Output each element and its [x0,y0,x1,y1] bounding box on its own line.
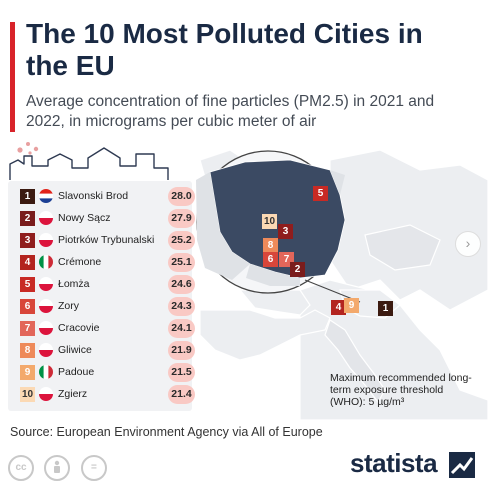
value-label: 21.5 [168,363,195,382]
map-marker: 5 [313,186,328,201]
table-row: 10 Zgierz 21.4 [8,384,195,406]
rank-badge: 6 [20,299,35,314]
flag-poland-icon [39,321,53,335]
rank-badge: 3 [20,233,35,248]
next-slide-button[interactable]: › [455,231,481,257]
city-name: Padoue [58,366,95,378]
flag-croatia-icon [39,189,53,203]
rank-badge: 7 [20,321,35,336]
flag-poland-icon [39,387,53,401]
map-marker: 10 [262,214,277,229]
rank-badge: 1 [20,189,35,204]
table-row: 9 Padoue 21.5 [8,362,195,384]
city-name: Slavonski Brod [58,190,129,202]
table-row: 5 Łomża 24.6 [8,274,195,296]
map-marker: 2 [290,262,305,277]
no-derivatives-icon[interactable]: = [80,455,107,481]
table-row: 2 Nowy Sącz 27.9 [8,208,195,230]
value-label: 28.0 [168,187,195,206]
skyline-illustration [9,142,169,180]
value-label: 24.6 [168,275,195,294]
who-threshold-note: Maximum recommended long-term exposure t… [330,372,472,408]
flag-poland-icon [39,211,53,225]
city-name: Cracovie [58,322,100,334]
value-label: 24.3 [168,297,195,316]
rank-badge: 4 [20,255,35,270]
rank-badge: 2 [20,211,35,226]
city-name: Piotrków Trybunalski [58,234,155,246]
statista-logo-text[interactable]: statista [350,448,438,478]
value-label: 24.1 [168,319,195,338]
attribution-icon[interactable] [44,455,71,481]
city-name: Zory [58,300,79,312]
city-name: Łomża [58,278,90,290]
statista-logo-icon [449,452,475,478]
flag-poland-icon [39,299,53,313]
table-row: 4 Crémone 25.1 [8,252,195,274]
value-label: 21.4 [168,385,195,404]
city-name: Gliwice [58,344,92,356]
value-label: 21.9 [168,341,195,360]
table-row: 8 Gliwice 21.9 [8,340,195,362]
ranking-table: 1 Slavonski Brod 28.0 2 Nowy Sącz 27.9 3… [8,181,195,411]
flag-poland-icon [39,343,53,357]
city-name: Nowy Sącz [58,212,111,224]
city-name: Zgierz [58,388,88,400]
flag-italy-icon [39,255,53,269]
table-row: 1 Slavonski Brod 28.0 [8,186,195,208]
flag-poland-icon [39,233,53,247]
value-label: 25.1 [168,253,195,272]
map-marker: 6 [263,252,278,267]
table-row: 3 Piotrków Trybunalski 25.2 [8,230,195,252]
rank-badge: 9 [20,365,35,380]
map-marker: 3 [278,224,293,239]
city-name: Crémone [58,256,102,268]
source-note: Source: European Environment Agency via … [10,425,323,439]
creative-commons-icon[interactable]: cc [8,455,34,481]
page-title: The 10 Most Polluted Cities in the EU [26,18,423,81]
rank-badge: 8 [20,343,35,358]
license-icons: cc = [8,455,113,481]
table-row: 7 Cracovie 24.1 [8,318,195,340]
map-marker: 9 [344,298,359,313]
map-marker: 4 [331,300,346,315]
map-marker: 8 [263,238,278,253]
flag-italy-icon [39,365,53,379]
rank-badge: 10 [20,387,35,402]
page-subtitle: Average concentration of fine particles … [26,93,435,130]
flag-poland-icon [39,277,53,291]
value-label: 27.9 [168,209,195,228]
europe-map [196,149,488,420]
map-marker: 1 [378,301,393,316]
title-accent-bar [10,22,15,132]
value-label: 25.2 [168,231,195,250]
table-row: 6 Zory 24.3 [8,296,195,318]
rank-badge: 5 [20,277,35,292]
